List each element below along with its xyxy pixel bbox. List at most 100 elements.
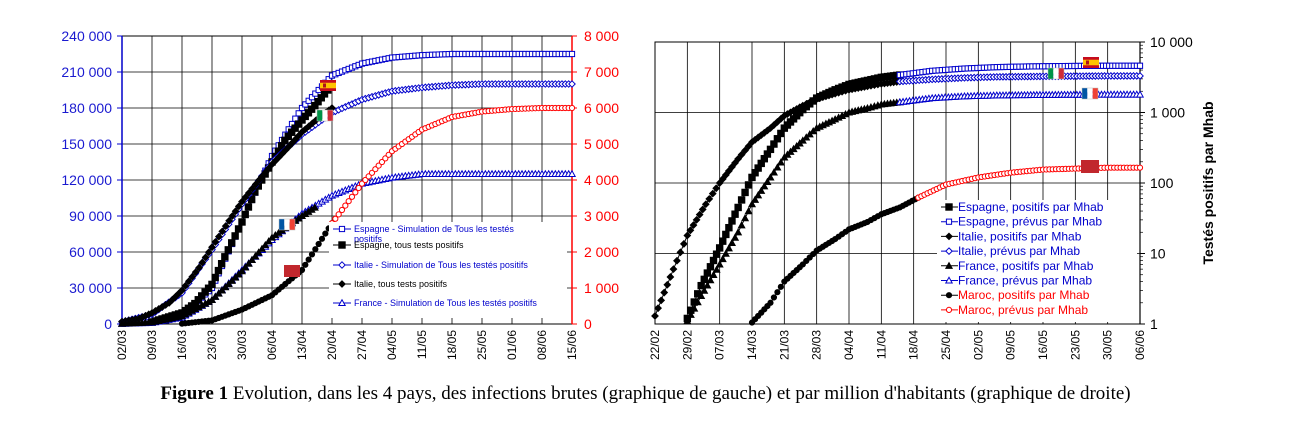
data-point <box>568 50 576 58</box>
data-point <box>728 217 736 225</box>
legend-item: Espagne, prévus par Mhab <box>941 215 1102 229</box>
data-point <box>224 246 232 254</box>
italy-flag-icon-stripe <box>322 110 328 121</box>
x-tick-label: 06/06 <box>1133 330 1147 360</box>
data-point <box>701 200 710 209</box>
data-point <box>261 240 270 249</box>
y-tick-label: 100 <box>1150 175 1174 191</box>
legend-label: Espagne, tous tests positifs <box>354 240 464 250</box>
country-flags <box>278 57 1099 277</box>
data-point <box>315 240 322 248</box>
legend-box <box>937 200 1137 322</box>
legend-item: Italie, tous tests positifs <box>333 279 448 289</box>
data-point <box>298 266 306 274</box>
data-point <box>697 291 706 300</box>
figure-caption: Figure 1 Evolution, dans les 4 pays, des… <box>0 383 1291 405</box>
data-point <box>308 251 316 258</box>
data-point <box>683 316 692 325</box>
data-point <box>734 154 743 163</box>
data-point <box>195 263 204 272</box>
data-point <box>725 223 733 232</box>
data-point <box>568 104 576 112</box>
data-point <box>221 222 230 230</box>
data-point <box>724 244 733 252</box>
series-maroc-prevus-par-mhab <box>915 164 1144 201</box>
italy-flag-icon-outline <box>316 109 334 122</box>
data-point <box>302 101 309 108</box>
data-point <box>191 268 200 277</box>
data-point <box>218 227 227 236</box>
y-left-tick-label: 30 000 <box>69 280 112 296</box>
legend-marker <box>945 292 953 299</box>
data-point <box>352 189 359 196</box>
data-point <box>663 280 672 289</box>
data-point <box>744 181 753 189</box>
data-point <box>258 172 267 181</box>
x-tick-label: 16/03 <box>175 330 189 360</box>
x-tick-label: 04/04 <box>842 330 856 360</box>
data-point <box>234 225 243 233</box>
italy-flag-icon-stripe <box>1048 68 1054 79</box>
y-right-tick-label: 0 <box>584 316 592 332</box>
legend-item: Italie, positifs par Mhab <box>941 229 1082 243</box>
x-tick-label: 06/04 <box>265 330 279 360</box>
data-point <box>228 212 237 220</box>
legend-marker <box>338 280 346 288</box>
legend-item: France, positifs par Mhab <box>941 259 1094 273</box>
italy-flag-icon-stripe <box>327 110 333 121</box>
legend-item: Italie, prévus par Mhab <box>941 244 1080 258</box>
data-point <box>741 188 749 197</box>
legend-label: Espagne, positifs par Mhab <box>958 200 1104 214</box>
x-tick-label: 07/03 <box>713 330 727 360</box>
x-tick-label: 23/03 <box>205 330 219 360</box>
data-point <box>690 304 699 312</box>
caption-text: Evolution, dans les 4 pays, des infectio… <box>228 383 1131 404</box>
italy-flag-icon-stripe <box>1053 68 1059 79</box>
x-tick-label: 01/06 <box>505 330 519 360</box>
y-left-tick-label: 180 000 <box>61 100 112 116</box>
data-point <box>715 260 724 268</box>
data-point <box>1136 62 1144 69</box>
data-point <box>669 265 678 274</box>
data-point <box>683 231 692 240</box>
data-point <box>342 202 349 209</box>
data-point <box>208 243 216 252</box>
france-flag-icon-stripe <box>284 219 290 230</box>
data-point <box>231 232 239 240</box>
data-point <box>237 266 247 275</box>
data-point <box>686 310 695 318</box>
spain-flag-icon-stripe <box>1086 60 1089 65</box>
data-point <box>700 275 708 284</box>
x-tick-label: 28/03 <box>810 330 824 360</box>
italy-flag-icon-stripe <box>1058 68 1064 79</box>
data-point <box>178 286 186 295</box>
data-point <box>721 249 730 257</box>
data-point <box>308 94 316 101</box>
data-point <box>244 203 253 211</box>
data-point <box>734 228 743 236</box>
y-right-tick-label: 2 000 <box>584 244 619 260</box>
data-point <box>257 244 267 252</box>
data-point <box>769 168 778 176</box>
y-left-tick-label: 210 000 <box>61 64 112 80</box>
x-tick-label: 09/05 <box>1004 330 1018 360</box>
data-point <box>737 221 746 229</box>
data-point <box>234 202 243 211</box>
data-point <box>712 265 721 273</box>
x-tick-label: 11/04 <box>874 330 888 359</box>
data-point <box>705 195 714 203</box>
legend-item: Espagne, positifs par Mhab <box>941 200 1104 214</box>
x-tick-label: 09/03 <box>145 330 159 360</box>
right-chart: 22/02 29/02 07/03 14/03 21/03 28/03 04/04 11/04… <box>648 34 1216 360</box>
data-point <box>244 189 253 197</box>
data-point <box>254 248 263 256</box>
legend-label: Maroc, prévus par Mhab <box>958 303 1088 317</box>
y-axis-title: Testés positifs par Mhab <box>1200 101 1216 264</box>
legend-label: France, prévus par Mhab <box>958 274 1092 288</box>
morocco-flag-icon <box>284 265 300 277</box>
y-right-tick-label: 4 000 <box>584 172 619 188</box>
france-flag-icon-outline <box>1081 87 1099 100</box>
data-point <box>312 246 319 253</box>
data-point <box>305 97 312 104</box>
